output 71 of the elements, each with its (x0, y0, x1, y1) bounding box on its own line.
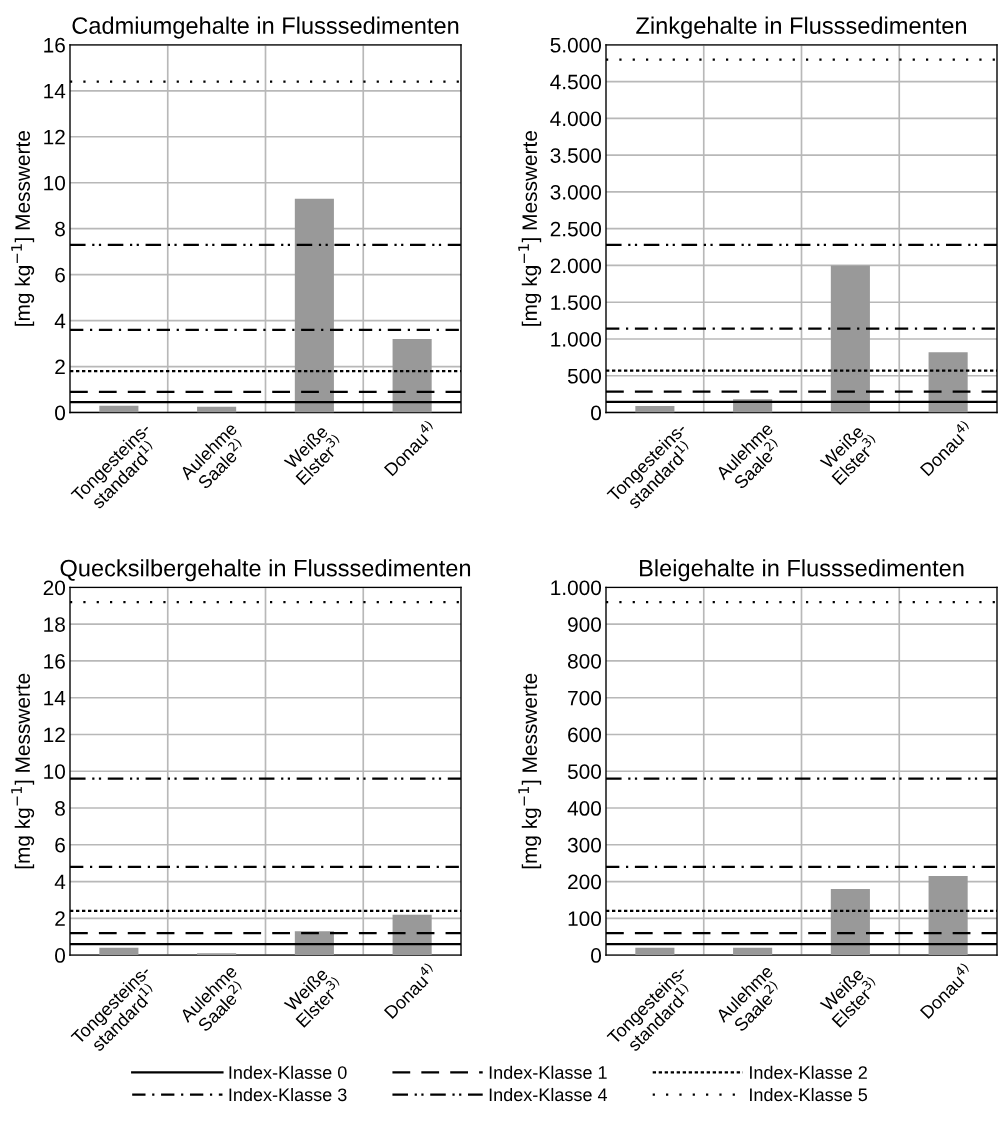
legend-label: Index-Klasse 4 (489, 1087, 608, 1102)
y-tick-label: 5.000 (550, 37, 602, 53)
y-tick-label: 14 (44, 84, 66, 99)
x-tick-label: Donau$^{4)}$ (381, 962, 438, 1020)
y-tick-label: 6 (55, 837, 65, 853)
y-tick-label: 700 (568, 690, 602, 706)
y-tick-label: 16 (44, 37, 65, 53)
y-tick-label: 0 (55, 405, 66, 421)
legend-label: Index-Klasse 2 (750, 1065, 867, 1079)
y-tick-label: 0 (591, 948, 602, 963)
bar (635, 947, 675, 956)
y-tick-label: 2 (55, 911, 65, 926)
legend-label: Index-Klasse 1 (489, 1065, 607, 1079)
y-axis-title: [mg kg$^{−1}$] Messwerte (518, 673, 542, 869)
x-tick-label: Donau$^{4)}$ (917, 419, 974, 477)
y-tick-label: 500 (567, 764, 602, 779)
y-tick-label: 1.500 (551, 295, 602, 310)
y-tick-label: 4 (54, 313, 66, 329)
y-tick-label: 2.000 (550, 258, 602, 274)
y-tick-label: 16 (44, 653, 65, 669)
y-tick-label: 0 (55, 948, 66, 963)
y-tick-label: 12 (44, 727, 65, 743)
bar (830, 265, 870, 413)
y-tick-label: 4.000 (550, 111, 602, 127)
y-tick-label: 14 (44, 690, 66, 706)
bar (830, 888, 870, 956)
y-tick-label: 3.000 (550, 184, 602, 200)
y-tick-label: 4 (54, 874, 66, 890)
bar (733, 947, 773, 956)
chart-title: Quecksilbergehalte in Flusssedimenten (60, 559, 471, 582)
y-tick-label: 100 (568, 911, 602, 927)
legend-label: Index-Klasse 3 (229, 1087, 347, 1102)
y-tick-label: 10 (44, 175, 66, 191)
y-tick-label: 1.000 (551, 331, 602, 347)
y-tick-label: 3.500 (550, 148, 602, 163)
chart-title: Cadmiumgehalte in Flusssedimenten (72, 16, 459, 39)
y-tick-label: 12 (44, 129, 65, 145)
chart-title: Zinkgehalte in Flusssedimenten (636, 16, 966, 39)
bar (99, 947, 139, 956)
y-tick-label: 20 (43, 580, 66, 596)
y-tick-label: 0 (591, 405, 602, 421)
x-tick-label: Donau$^{4)}$ (381, 419, 438, 477)
y-axis-title: [mg kg$^{−1}$] Messwerte (11, 131, 35, 326)
y-tick-label: 8 (55, 221, 65, 237)
y-tick-label: 18 (44, 617, 65, 632)
y-tick-label: 200 (568, 874, 602, 890)
y-tick-label: 8 (55, 801, 65, 816)
y-tick-label: 300 (567, 837, 602, 853)
y-tick-label: 2 (55, 359, 65, 375)
y-tick-label: 10 (44, 764, 66, 779)
chart-title: Bleigehalte in Flusssedimenten (640, 559, 964, 582)
bar (928, 352, 968, 413)
y-tick-label: 800 (567, 653, 602, 669)
y-tick-label: 900 (568, 617, 602, 632)
y-tick-label: 4.500 (550, 74, 602, 90)
y-tick-label: 2.500 (550, 221, 602, 237)
bar (392, 338, 432, 413)
legend-label: Index-Klasse 0 (229, 1065, 347, 1079)
y-tick-label: 6 (55, 267, 65, 283)
bar (392, 914, 432, 956)
y-axis-title: [mg kg$^{−1}$] Messwerte (11, 673, 35, 869)
y-tick-label: 600 (568, 727, 602, 743)
x-tick-label: Donau$^{4)}$ (917, 962, 974, 1020)
y-tick-label: 1.000 (551, 580, 602, 596)
bar (635, 405, 675, 413)
y-tick-label: 400 (567, 801, 602, 816)
legend-label: Index-Klasse 5 (750, 1087, 868, 1102)
bar (294, 198, 334, 413)
y-tick-label: 500 (567, 368, 602, 384)
bar (928, 876, 968, 956)
y-axis-title: [mg kg$^{−1}$] Messwerte (518, 131, 542, 326)
